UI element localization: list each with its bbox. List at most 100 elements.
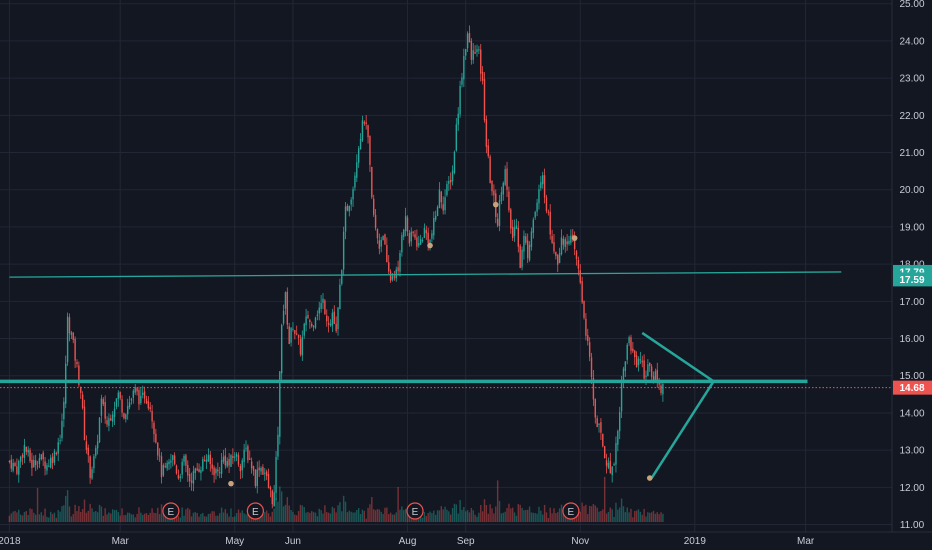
volume-bar <box>117 512 120 522</box>
volume-bar <box>205 516 208 522</box>
candle-body <box>25 446 27 452</box>
y-tick-label: 15.00 <box>899 371 924 382</box>
volume-bar <box>498 500 501 522</box>
volume-bar <box>515 515 518 522</box>
volume-bar <box>564 513 566 522</box>
volume-bar <box>425 516 427 522</box>
volume-bar <box>491 508 493 522</box>
candle-body <box>562 238 565 245</box>
candle-body <box>245 447 247 449</box>
volume-bar <box>10 513 12 522</box>
volume-bar <box>215 515 217 522</box>
volume-bar <box>448 511 450 522</box>
candle-body <box>286 291 289 325</box>
volume-bar <box>243 513 245 522</box>
candle-body <box>40 454 43 460</box>
volume-bar <box>536 513 538 522</box>
candle-body <box>510 209 512 229</box>
candle-body <box>603 446 606 459</box>
candle-body <box>444 197 446 211</box>
volume-bar <box>643 508 645 522</box>
candle-body <box>553 242 555 252</box>
volume-bar <box>271 511 273 522</box>
candle-body <box>89 456 91 478</box>
dividend-dot <box>646 475 653 481</box>
candle-body <box>243 449 245 463</box>
earnings-label: E <box>168 507 175 518</box>
candle-body <box>348 205 350 212</box>
volume-bar <box>19 514 22 522</box>
volume-bar <box>504 511 506 522</box>
candle-body <box>388 262 390 272</box>
volume-bar <box>465 511 467 522</box>
volume-bar <box>542 514 544 522</box>
volume-bars <box>8 476 664 522</box>
volume-bar <box>164 516 166 522</box>
candle-body <box>393 276 396 278</box>
earnings-circle <box>162 502 180 520</box>
candle-body <box>269 487 272 490</box>
volume-bar <box>442 509 444 522</box>
volume-bar <box>108 512 110 522</box>
volume-bar <box>134 517 136 522</box>
volume-bar <box>579 511 581 522</box>
price-label-text: 17.59 <box>899 275 924 286</box>
candle-body <box>389 271 392 281</box>
volume-bar <box>342 495 345 522</box>
x-tick-label: 2018 <box>0 536 21 547</box>
candle-body <box>249 458 251 460</box>
candle-body <box>128 402 131 408</box>
volume-bar <box>121 508 123 522</box>
volume-bar <box>249 515 251 522</box>
candle-body <box>205 459 208 462</box>
volume-bar <box>102 515 104 522</box>
candle-body <box>185 455 187 466</box>
volume-bar <box>602 509 604 522</box>
candle-body <box>254 470 257 487</box>
volume-bar <box>16 512 18 522</box>
volume-bar <box>365 518 367 522</box>
candle-body <box>605 460 608 466</box>
candle-body <box>312 326 315 328</box>
upper-support <box>9 271 842 278</box>
time-axis[interactable]: 2018 Mar May Jun Aug Sep Nov 2019 Mar <box>0 536 815 547</box>
candle-body <box>115 398 118 407</box>
y-tick-label: 21.00 <box>899 148 924 159</box>
volume-bar <box>348 510 350 522</box>
volume-bar <box>474 514 476 522</box>
candle-body <box>279 371 281 437</box>
volume-bar <box>14 510 16 522</box>
candle-body <box>367 125 369 138</box>
candle-body <box>434 215 437 220</box>
price-axis[interactable]: 11.0012.0013.0014.0015.0016.0017.0018.00… <box>899 0 924 531</box>
volume-bar <box>130 514 133 522</box>
candle-body <box>44 461 46 469</box>
candle-body <box>372 198 375 215</box>
candle-body <box>53 451 56 463</box>
drawing-overlays <box>0 201 892 487</box>
candle-body <box>540 182 542 189</box>
candle-body <box>142 392 144 395</box>
candle-body <box>481 71 484 81</box>
candle-body <box>331 312 334 326</box>
volume-bar <box>42 515 44 522</box>
candle-body <box>395 269 397 279</box>
candle-body <box>228 458 230 466</box>
volume-bar <box>8 515 11 522</box>
y-tick-label: 14.00 <box>899 408 924 419</box>
candle-body <box>290 327 292 343</box>
volume-bar <box>449 514 452 522</box>
candle-body <box>570 235 572 243</box>
candle-body <box>125 414 127 420</box>
volume-bar <box>421 517 424 522</box>
candle-body <box>151 411 153 422</box>
volume-bar <box>446 509 448 522</box>
candle-body <box>55 452 58 454</box>
volume-bar <box>162 508 165 522</box>
volume-bar <box>83 499 86 522</box>
volume-bar <box>517 504 520 522</box>
price-label-box <box>893 272 932 287</box>
volume-bar <box>438 510 441 522</box>
